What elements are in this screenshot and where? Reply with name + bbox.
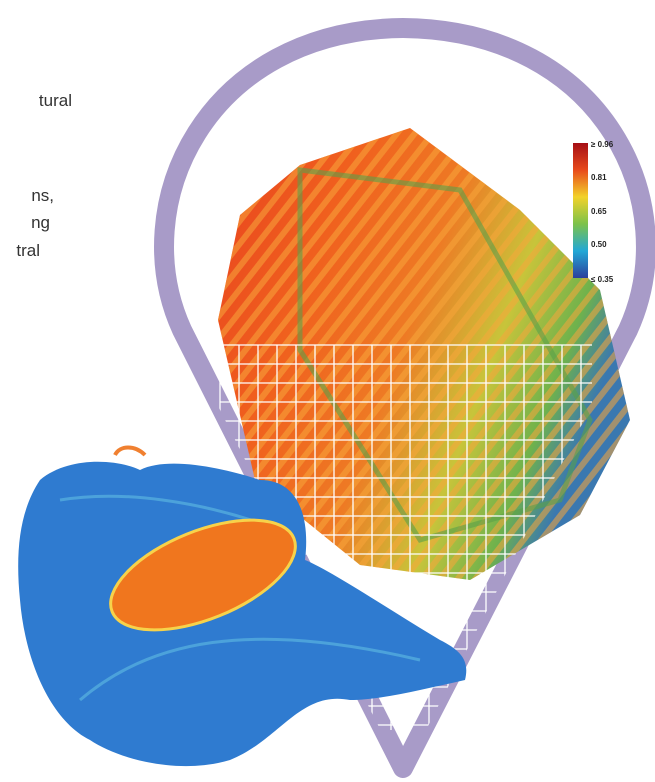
text-line: tral — [16, 241, 40, 260]
legend: ≥ 0.96 0.81 0.65 0.50 ≤ 0.35 — [573, 140, 614, 284]
text-line: ng — [31, 213, 50, 232]
legend-label: 0.65 — [591, 207, 607, 216]
text-line: tural — [39, 91, 72, 110]
legend-label: ≥ 0.96 — [591, 140, 614, 149]
colorbar — [573, 143, 588, 278]
illustration: tural ns, ng tral ≥ 0.96 0.81 0.65 0.50 … — [0, 0, 655, 782]
legend-label: ≤ 0.35 — [591, 275, 614, 284]
page: tural ns, ng tral ≥ 0.96 0.81 0.65 0.50 … — [0, 0, 655, 782]
text-line: ns, — [31, 186, 54, 205]
legend-label: 0.81 — [591, 173, 607, 182]
legend-label: 0.50 — [591, 240, 607, 249]
